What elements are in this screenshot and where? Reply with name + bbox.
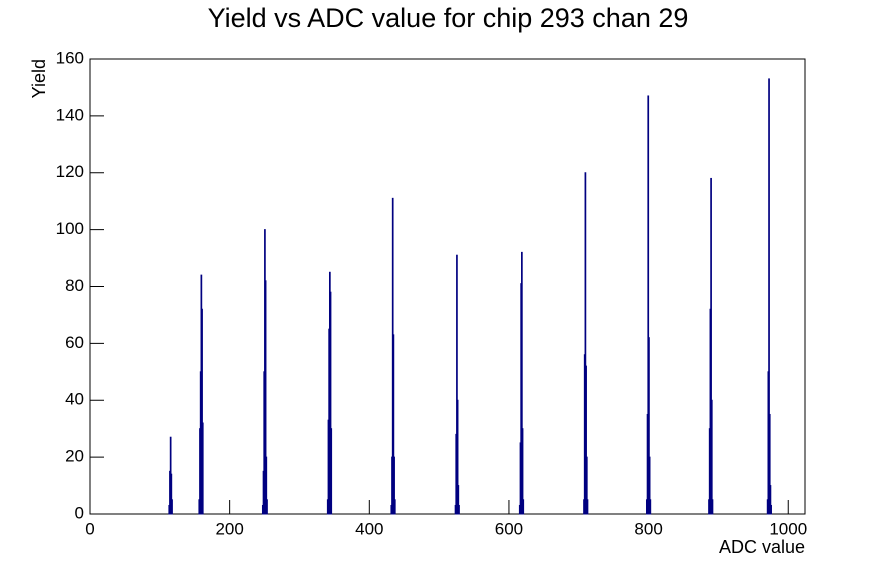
x-axis-label: ADC value bbox=[719, 537, 805, 557]
y-tick-label: 80 bbox=[65, 276, 84, 295]
bar bbox=[393, 499, 396, 515]
y-tick-label: 120 bbox=[56, 162, 84, 181]
x-tick-label: 0 bbox=[85, 519, 94, 538]
y-axis-label: Yield bbox=[29, 59, 49, 98]
y-tick-label: 20 bbox=[65, 447, 84, 466]
bar bbox=[266, 499, 268, 515]
y-tick-label: 140 bbox=[56, 105, 84, 124]
bar bbox=[711, 499, 714, 515]
bar bbox=[649, 499, 652, 515]
bar bbox=[710, 399, 713, 515]
bar bbox=[522, 499, 525, 515]
bar bbox=[171, 499, 173, 515]
y-tick-label: 100 bbox=[56, 219, 84, 238]
y-tick-label: 40 bbox=[65, 390, 84, 409]
x-tick-label: 600 bbox=[495, 519, 523, 538]
y-tick-label: 160 bbox=[56, 48, 84, 67]
x-tick-label: 200 bbox=[215, 519, 243, 538]
x-tick-label: 800 bbox=[634, 519, 662, 538]
y-tick-label: 60 bbox=[65, 333, 84, 352]
bar bbox=[458, 504, 460, 515]
x-tick-label: 400 bbox=[355, 519, 383, 538]
bar bbox=[201, 422, 204, 515]
y-tick-label: 0 bbox=[75, 503, 84, 522]
bar bbox=[770, 504, 772, 515]
bar bbox=[586, 499, 589, 515]
plot-frame bbox=[89, 58, 806, 515]
x-tick-label: 1000 bbox=[769, 519, 807, 538]
bar bbox=[330, 428, 333, 515]
chart-title: Yield vs ADC value for chip 293 chan 29 bbox=[208, 3, 689, 33]
